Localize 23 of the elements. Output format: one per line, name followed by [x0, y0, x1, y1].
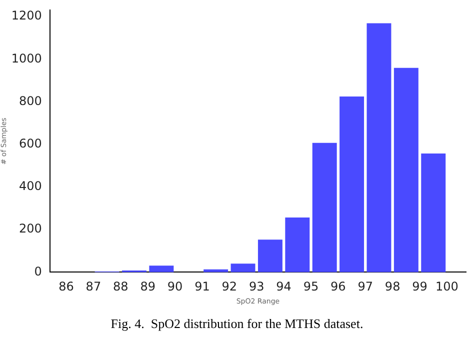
- x-tick-label: 89: [140, 280, 156, 294]
- x-tick-label: 92: [222, 280, 238, 294]
- caption: Fig. 4. SpO2 distribution for the MTHS dataset.: [110, 316, 364, 332]
- x-tick-label: 87: [86, 280, 102, 294]
- x-tick-label: 90: [167, 280, 183, 294]
- x-tick-label: 88: [113, 280, 128, 294]
- x-tick-label: 99: [412, 280, 428, 294]
- y-tick-label: 200: [19, 222, 42, 236]
- y-tick-label: 1200: [11, 8, 42, 23]
- x-tick-label: 91: [194, 280, 210, 294]
- x-tick-label: 97: [358, 280, 374, 294]
- y-tick-label: 1000: [11, 51, 42, 66]
- x-tick-label: 86: [58, 280, 74, 294]
- x-tick-label: 93: [248, 280, 264, 294]
- y-tick-label: 0: [34, 264, 42, 278]
- x-tick-label: 95: [303, 280, 319, 294]
- x-tick-label: 96: [330, 280, 346, 294]
- x-tick-label: 98: [384, 280, 400, 294]
- x-tick-label: 94: [276, 280, 292, 294]
- x-tick-label: 100: [436, 280, 458, 294]
- y-tick-label: 400: [19, 179, 42, 194]
- y-tick-label: 600: [19, 136, 42, 151]
- y-tick-label: 800: [19, 94, 42, 108]
